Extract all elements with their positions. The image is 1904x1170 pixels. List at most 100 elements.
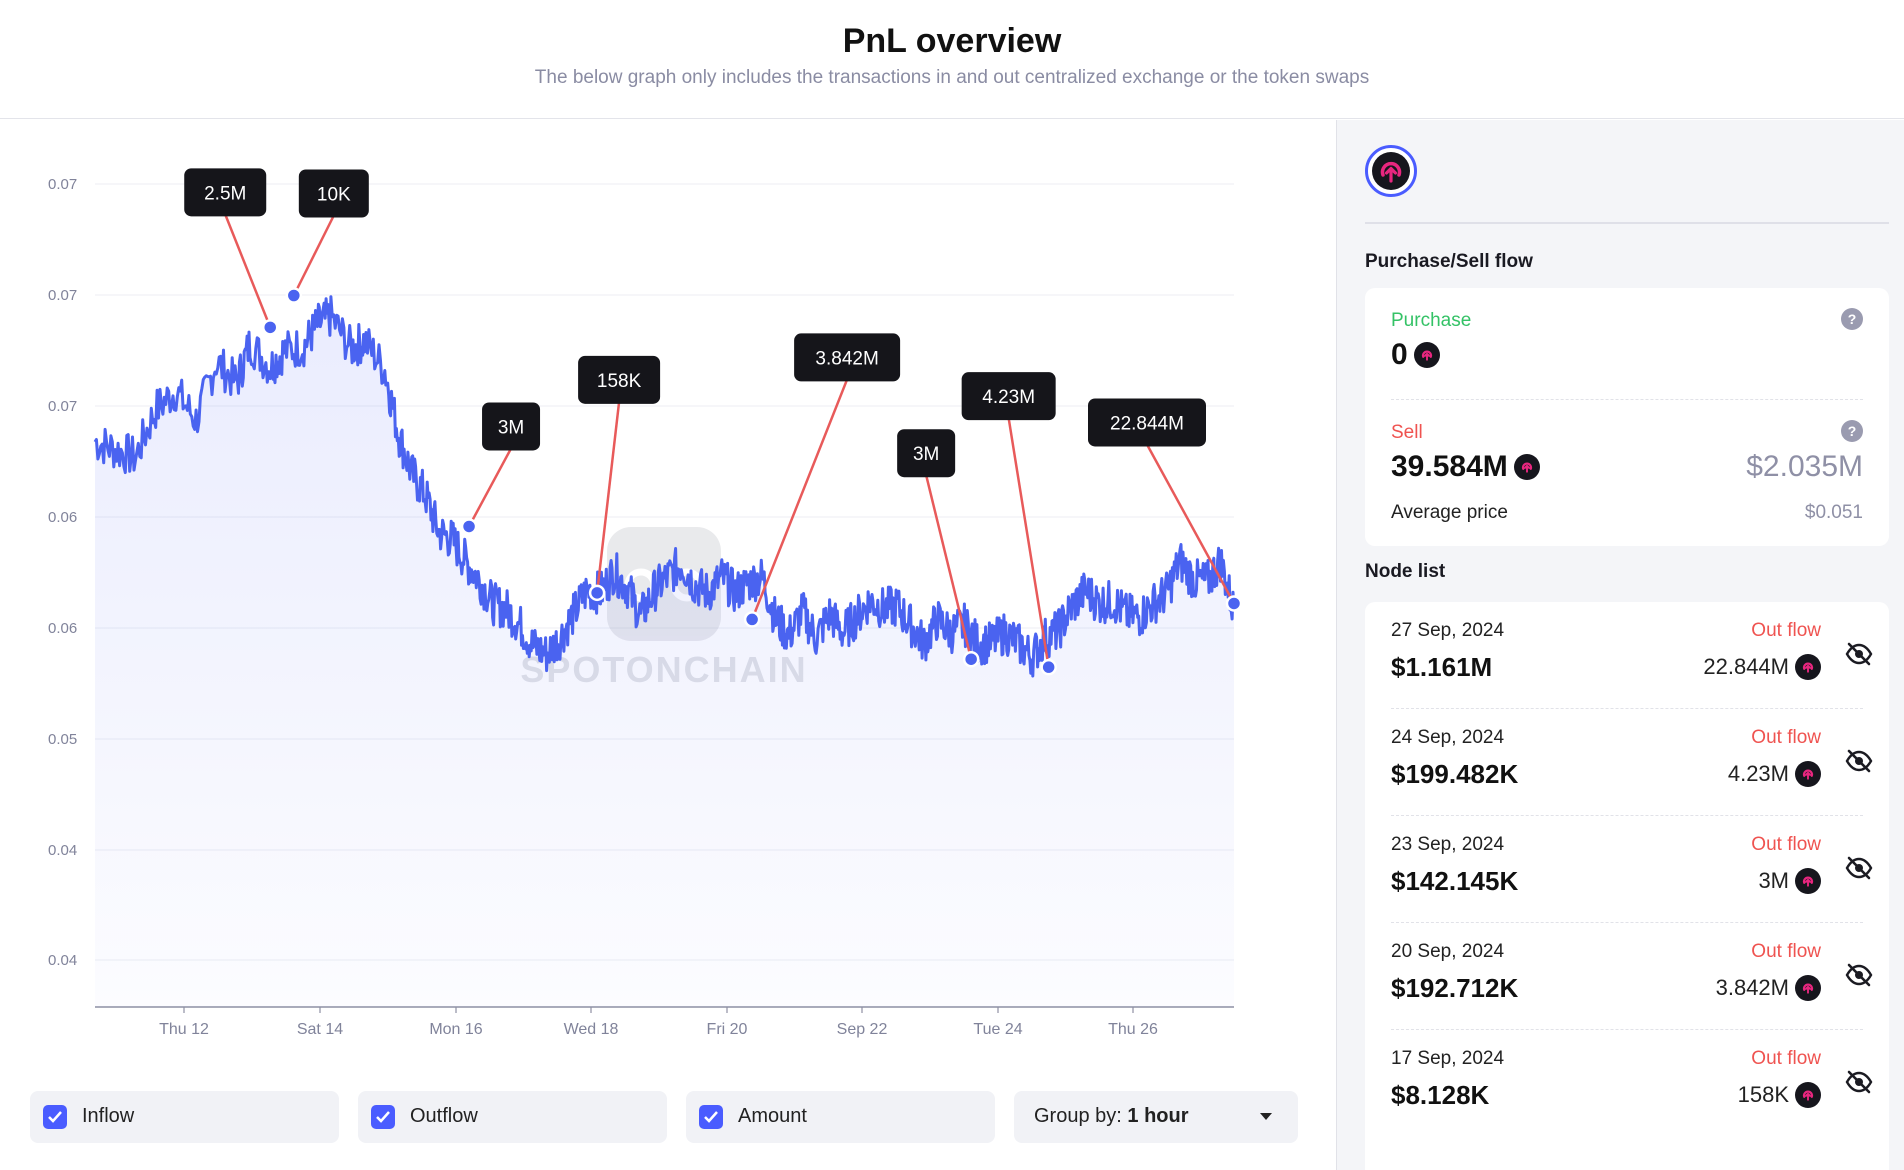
amount-toggle[interactable]: Amount bbox=[686, 1091, 995, 1143]
average-price-value: $0.051 bbox=[1804, 502, 1863, 523]
sell-amount: 39.584M bbox=[1391, 450, 1540, 484]
divider bbox=[1391, 815, 1863, 816]
chart-controls: Inflow Outflow Amount Group by: 1 hour bbox=[0, 1091, 1336, 1143]
x-tick-label: Tue 24 bbox=[973, 1021, 1022, 1038]
header: PnL overview The below graph only includ… bbox=[0, 0, 1904, 119]
side-panel: Purchase/Sell flow Purchase ? 0 Sell ? 3… bbox=[1336, 120, 1904, 1170]
node-usd-value: $8.128K bbox=[1391, 1080, 1490, 1110]
check-icon bbox=[48, 1111, 62, 1123]
node-point bbox=[962, 650, 980, 668]
purchase-amount: 0 bbox=[1391, 338, 1440, 372]
eye-off-icon[interactable] bbox=[1845, 856, 1873, 885]
check-icon bbox=[376, 1111, 390, 1123]
token-icon bbox=[1513, 454, 1540, 480]
node-flow-type: Out flow bbox=[1751, 1048, 1821, 1069]
list-item[interactable]: 23 Sep, 2024 $142.145K Out flow 3M bbox=[1365, 816, 1889, 923]
outflow-checkbox[interactable] bbox=[371, 1105, 395, 1129]
pnl-chart[interactable]: 0.07 0.07 0.07 0.06 0.06 0.05 0.04 0.04 Thu 12 Sa… bbox=[0, 120, 1336, 1080]
eye-off-icon[interactable] bbox=[1845, 1070, 1873, 1099]
token-icon bbox=[1795, 975, 1821, 1001]
node-bubble-label: 22.844M bbox=[1110, 413, 1184, 434]
node-bubble bbox=[794, 333, 901, 382]
node-amount-value: 158K bbox=[1737, 1082, 1789, 1107]
divider bbox=[1365, 222, 1889, 224]
y-tick-label: 0.07 bbox=[48, 176, 77, 193]
average-price-label: Average price bbox=[1391, 502, 1508, 523]
list-item[interactable]: 20 Sep, 2024 $192.712K Out flow 3.842M bbox=[1365, 923, 1889, 1030]
node-bubble-label: 3.842M bbox=[815, 348, 878, 369]
node-leader-line bbox=[750, 378, 849, 620]
help-icon[interactable]: ? bbox=[1841, 308, 1863, 330]
group-by-select[interactable]: Group by: 1 hour bbox=[1014, 1091, 1298, 1143]
y-tick-label: 0.05 bbox=[48, 731, 77, 748]
node-amount-value: 22.844M bbox=[1703, 654, 1789, 679]
sell-value: 39.584M bbox=[1391, 450, 1508, 483]
node-point bbox=[743, 611, 761, 628]
group-by-value: 1 hour bbox=[1127, 1105, 1189, 1127]
node-token-amount: 3M bbox=[1758, 868, 1821, 894]
chevron-down-icon bbox=[1260, 1113, 1272, 1120]
group-by-prefix: Group by: bbox=[1034, 1105, 1122, 1127]
eye-off-icon[interactable] bbox=[1845, 749, 1873, 778]
page-title: PnL overview bbox=[842, 22, 1062, 60]
node-flow-type: Out flow bbox=[1751, 727, 1821, 748]
amount-checkbox[interactable] bbox=[699, 1105, 723, 1129]
node-point bbox=[588, 584, 606, 602]
node-bubble bbox=[578, 355, 661, 404]
inflow-label: Inflow bbox=[82, 1105, 135, 1127]
node-leader-line bbox=[924, 474, 973, 660]
node-date: 20 Sep, 2024 bbox=[1391, 941, 1505, 962]
node-usd-value: $1.161M bbox=[1391, 652, 1493, 682]
list-item[interactable]: 24 Sep, 2024 $199.482K Out flow 4.23M bbox=[1365, 709, 1889, 816]
node-amount-value: 3.842M bbox=[1715, 975, 1789, 1000]
node-bubble bbox=[1088, 398, 1206, 447]
node-bubble-label: 158K bbox=[597, 371, 642, 392]
token-icon bbox=[1795, 1082, 1821, 1108]
inflow-checkbox[interactable] bbox=[43, 1105, 67, 1129]
divider bbox=[1391, 399, 1863, 400]
node-bubble bbox=[961, 372, 1056, 421]
node-bubble bbox=[482, 402, 541, 451]
node-amount-value: 4.23M bbox=[1727, 761, 1789, 786]
x-tick-label: Fri 20 bbox=[707, 1021, 748, 1038]
inflow-toggle[interactable]: Inflow bbox=[30, 1091, 339, 1143]
y-tick-label: 0.07 bbox=[48, 287, 77, 304]
price-line bbox=[93, 295, 1236, 678]
node-point bbox=[1040, 658, 1057, 676]
eye-off-icon[interactable] bbox=[1845, 963, 1873, 992]
y-tick-label: 0.06 bbox=[48, 620, 77, 637]
node-flow-type: Out flow bbox=[1751, 941, 1821, 962]
token-icon bbox=[1795, 654, 1821, 680]
node-usd-value: $142.145K bbox=[1391, 866, 1519, 896]
node-bubble-label: 2.5M bbox=[204, 183, 246, 204]
node-bubble-label: 4.23M bbox=[982, 387, 1035, 408]
node-bubble-label: 3M bbox=[498, 417, 524, 438]
list-item[interactable]: 17 Sep, 2024 $8.128K Out flow 158K bbox=[1365, 1030, 1889, 1137]
node-leader-line bbox=[595, 401, 621, 593]
y-tick-label: 0.07 bbox=[48, 398, 77, 415]
outflow-toggle[interactable]: Outflow bbox=[358, 1091, 667, 1143]
y-tick-label: 0.04 bbox=[48, 952, 77, 969]
node-leader-line bbox=[467, 447, 513, 528]
purchase-sell-card: Purchase ? 0 Sell ? 39.584M $2.035M Aver… bbox=[1365, 288, 1889, 546]
node-date: 17 Sep, 2024 bbox=[1391, 1048, 1505, 1069]
outflow-label: Outflow bbox=[410, 1105, 478, 1127]
token-icon bbox=[1795, 868, 1821, 894]
token-logo-button[interactable] bbox=[1365, 145, 1417, 197]
node-leader-line bbox=[1145, 443, 1236, 605]
node-usd-value: $192.712K bbox=[1391, 973, 1519, 1003]
x-tick-label: Thu 26 bbox=[1108, 1021, 1158, 1038]
x-tick-label: Thu 12 bbox=[159, 1021, 209, 1038]
eye-off-icon[interactable] bbox=[1845, 642, 1873, 671]
node-point bbox=[1225, 595, 1243, 612]
token-icon bbox=[1413, 342, 1440, 368]
node-token-amount: 3.842M bbox=[1716, 975, 1821, 1001]
node-usd-value: $199.482K bbox=[1391, 759, 1519, 789]
help-icon[interactable]: ? bbox=[1841, 420, 1863, 442]
node-bubble-label: 10K bbox=[317, 185, 351, 206]
x-tick-label: Mon 16 bbox=[429, 1021, 482, 1038]
list-item[interactable]: 27 Sep, 2024 $1.161M Out flow 22.844M bbox=[1365, 602, 1889, 709]
x-tick-label: Sat 14 bbox=[297, 1021, 343, 1038]
purchase-value: 0 bbox=[1391, 338, 1408, 371]
x-tick-label: Wed 18 bbox=[564, 1021, 619, 1038]
